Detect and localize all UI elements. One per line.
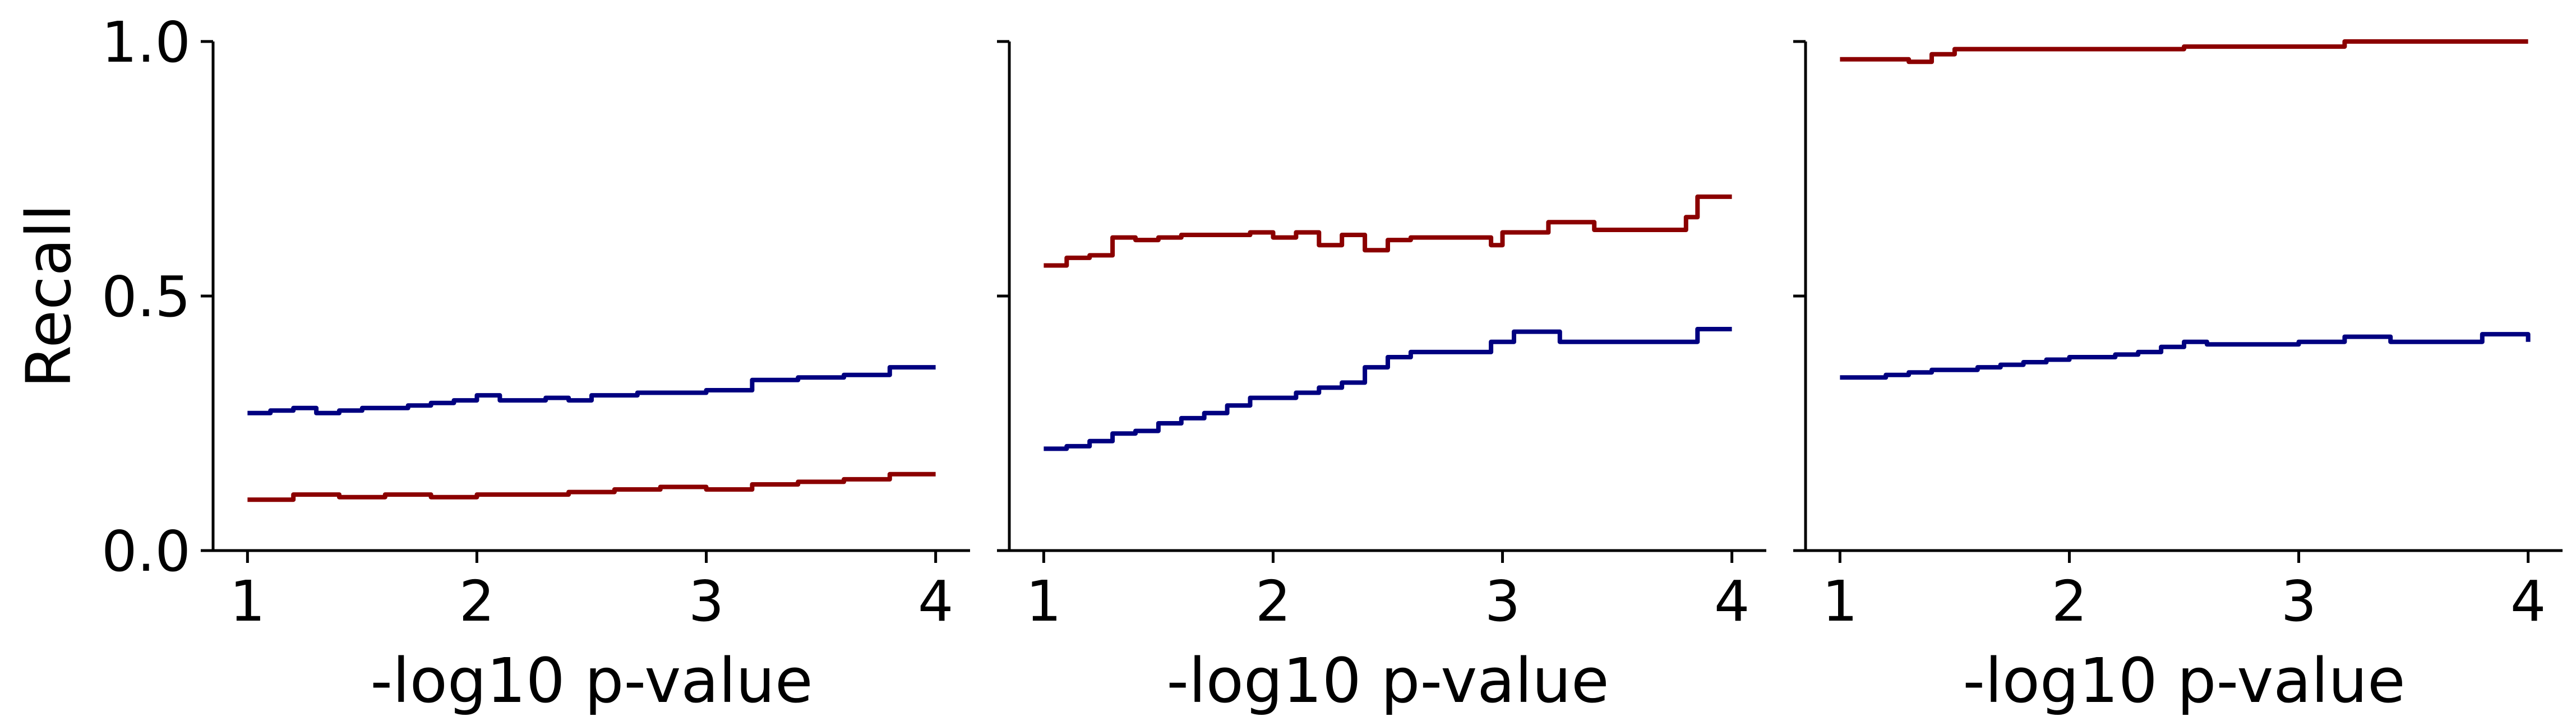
subplot-2: 1 2 3 4 -log10 p-value bbox=[997, 40, 1766, 717]
y-tick-label: 0.0 bbox=[101, 519, 191, 584]
series-line-2 bbox=[1840, 39, 2528, 64]
subplot-1: 1 2 3 4 0.0 0.5 1.0 -log10 p-value Recall bbox=[13, 10, 970, 717]
x-axis-label: -log10 p-value bbox=[370, 645, 812, 717]
x-tick-label: 1 bbox=[1026, 569, 1062, 634]
x-tick-label: 4 bbox=[918, 569, 954, 634]
x-tick-label: 2 bbox=[459, 569, 495, 634]
x-tick-label: 3 bbox=[1485, 569, 1521, 634]
x-axis-label: -log10 p-value bbox=[1963, 645, 2405, 717]
series-line-1 bbox=[1044, 327, 1732, 451]
series-line-2 bbox=[247, 472, 936, 502]
series-line-1 bbox=[1840, 332, 2531, 380]
x-axis-label: -log10 p-value bbox=[1166, 645, 1609, 717]
series-line-2 bbox=[1044, 194, 1732, 268]
x-tick-label: 2 bbox=[2052, 569, 2088, 634]
x-tick-label: 3 bbox=[689, 569, 724, 634]
x-tick-label: 1 bbox=[230, 569, 266, 634]
x-tick-label: 1 bbox=[1822, 569, 1858, 634]
y-tick-label: 0.5 bbox=[101, 264, 191, 330]
x-tick-label: 4 bbox=[1714, 569, 1750, 634]
x-tick-label: 4 bbox=[2510, 569, 2546, 634]
series-line-1 bbox=[247, 365, 936, 415]
y-tick-label: 1.0 bbox=[101, 10, 191, 75]
x-tick-label: 2 bbox=[1255, 569, 1291, 634]
y-axis-label: Recall bbox=[13, 204, 85, 388]
x-tick-label: 3 bbox=[2281, 569, 2317, 634]
subplot-3: 1 2 3 4 -log10 p-value bbox=[1793, 39, 2563, 717]
